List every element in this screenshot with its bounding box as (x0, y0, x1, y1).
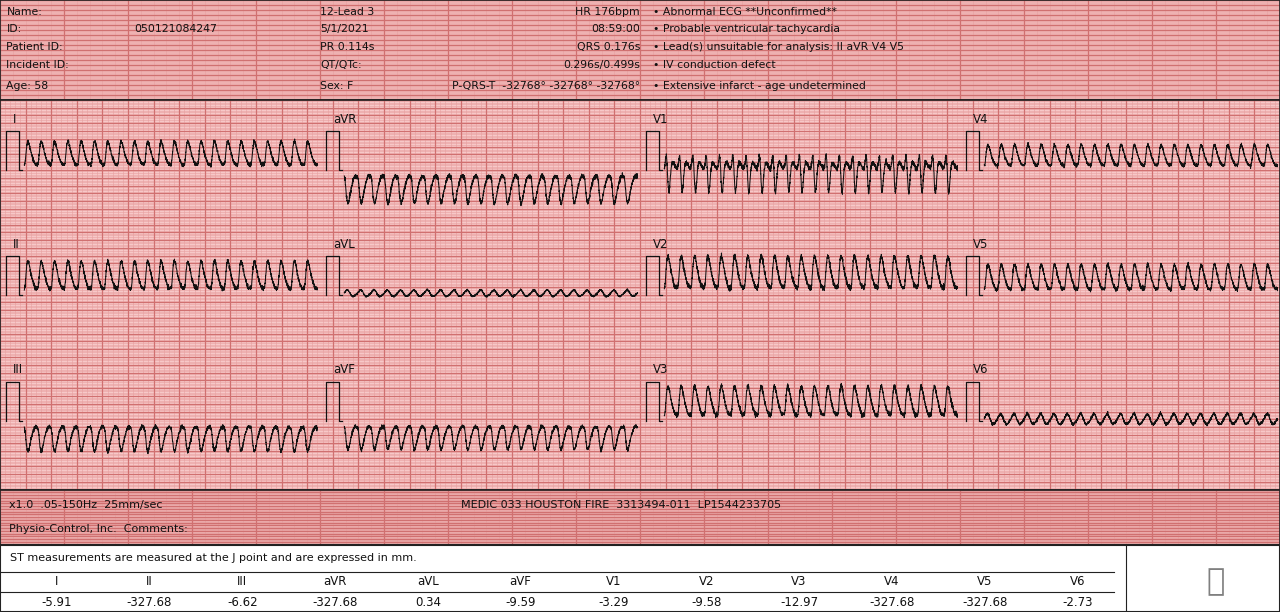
Text: Physio-Control, Inc.  Comments:: Physio-Control, Inc. Comments: (9, 524, 188, 534)
Text: HR 176bpm: HR 176bpm (576, 7, 640, 17)
Text: 0.296s/0.499s: 0.296s/0.499s (563, 60, 640, 70)
Text: aVF: aVF (509, 575, 531, 588)
Text: aVL: aVL (417, 575, 439, 588)
Text: aVF: aVF (333, 363, 355, 376)
Text: • Lead(s) unsuitable for analysis: II aVR V4 V5: • Lead(s) unsuitable for analysis: II aV… (653, 42, 904, 52)
Text: -12.97: -12.97 (780, 596, 818, 609)
Text: -2.73: -2.73 (1062, 596, 1093, 609)
Text: ID:: ID: (6, 24, 22, 34)
Text: Age: 58: Age: 58 (6, 81, 49, 91)
Text: V2: V2 (653, 238, 668, 251)
Text: • Probable ventricular tachycardia: • Probable ventricular tachycardia (653, 24, 840, 34)
Text: • Extensive infarct - age undetermined: • Extensive infarct - age undetermined (653, 81, 865, 91)
Text: V6: V6 (1070, 575, 1085, 588)
Text: -9.58: -9.58 (691, 596, 722, 609)
Text: V4: V4 (973, 113, 988, 127)
Text: V4: V4 (884, 575, 900, 588)
Text: PR 0.114s: PR 0.114s (320, 42, 374, 52)
Text: -9.59: -9.59 (506, 596, 536, 609)
Text: Sex: F: Sex: F (320, 81, 353, 91)
Text: aVR: aVR (324, 575, 347, 588)
Text: II: II (146, 575, 152, 588)
Text: -327.68: -327.68 (869, 596, 914, 609)
Text: II: II (13, 238, 19, 251)
Text: aVL: aVL (333, 238, 355, 251)
Text: -3.29: -3.29 (598, 596, 628, 609)
Text: V5: V5 (973, 238, 988, 251)
Text: V1: V1 (605, 575, 621, 588)
Text: • IV conduction defect: • IV conduction defect (653, 60, 776, 70)
Text: III: III (237, 575, 247, 588)
Text: 0.34: 0.34 (415, 596, 440, 609)
Text: V1: V1 (653, 113, 668, 127)
Text: 050121084247: 050121084247 (134, 24, 218, 34)
Text: Incident ID:: Incident ID: (6, 60, 69, 70)
Text: I: I (13, 113, 17, 127)
Text: • Abnormal ECG **Unconfirmed**: • Abnormal ECG **Unconfirmed** (653, 7, 837, 17)
Text: V3: V3 (791, 575, 806, 588)
Text: x1.0  .05-150Hz  25mm/sec: x1.0 .05-150Hz 25mm/sec (9, 500, 163, 510)
Text: QT/QTc:: QT/QTc: (320, 60, 362, 70)
Text: Name:: Name: (6, 7, 42, 17)
Text: P-QRS-T  -32768° -32768° -32768°: P-QRS-T -32768° -32768° -32768° (452, 81, 640, 91)
Text: Patient ID:: Patient ID: (6, 42, 63, 52)
Text: 08:59:00: 08:59:00 (591, 24, 640, 34)
Text: V3: V3 (653, 363, 668, 376)
Text: I: I (55, 575, 59, 588)
Text: III: III (13, 363, 23, 376)
Text: -327.68: -327.68 (963, 596, 1007, 609)
Text: 🐂: 🐂 (1207, 567, 1225, 596)
Text: ST measurements are measured at the J point and are expressed in mm.: ST measurements are measured at the J po… (10, 553, 417, 563)
Text: -6.62: -6.62 (227, 596, 257, 609)
Text: aVR: aVR (333, 113, 356, 127)
Text: 12-Lead 3: 12-Lead 3 (320, 7, 374, 17)
Text: -327.68: -327.68 (312, 596, 357, 609)
Text: -5.91: -5.91 (41, 596, 72, 609)
Text: V2: V2 (699, 575, 714, 588)
Text: 5/1/2021: 5/1/2021 (320, 24, 369, 34)
Text: -327.68: -327.68 (127, 596, 172, 609)
Text: V6: V6 (973, 363, 988, 376)
Text: QRS 0.176s: QRS 0.176s (576, 42, 640, 52)
Text: V5: V5 (977, 575, 992, 588)
Text: MEDIC 033 HOUSTON FIRE  3313494-011  LP1544233705: MEDIC 033 HOUSTON FIRE 3313494-011 LP154… (461, 500, 781, 510)
